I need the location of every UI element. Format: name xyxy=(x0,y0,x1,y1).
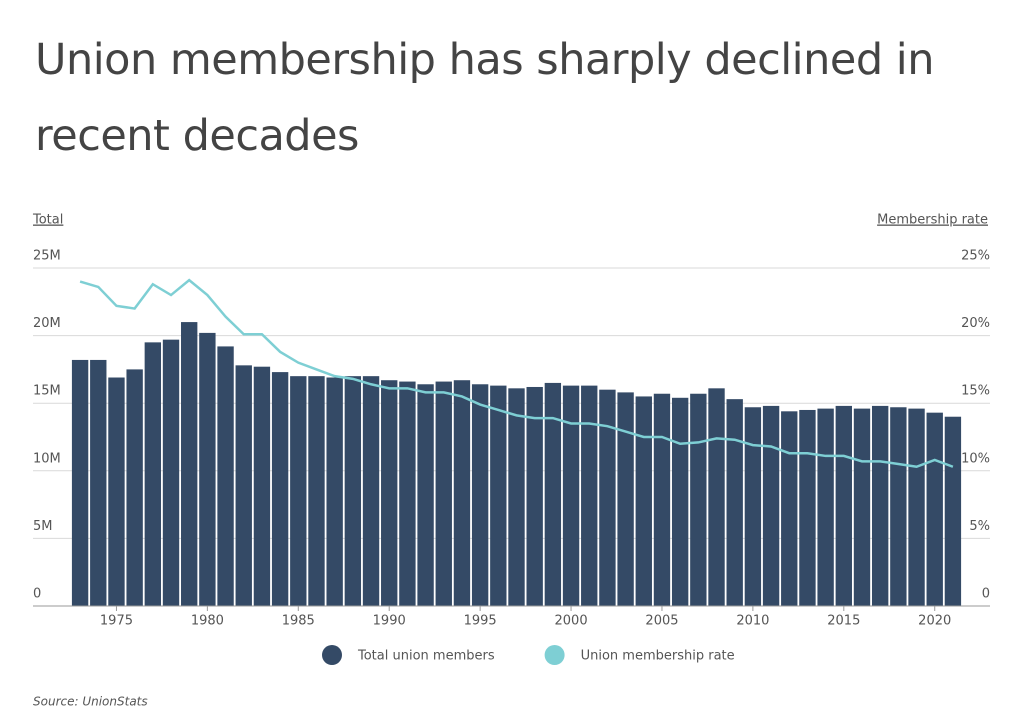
x-tick-label: 1995 xyxy=(464,614,497,629)
bar xyxy=(853,408,871,606)
y-tick-label: 0 xyxy=(33,587,41,602)
bar xyxy=(71,359,89,606)
x-tick-label: 2020 xyxy=(918,614,951,629)
bar xyxy=(471,384,489,606)
bar xyxy=(890,407,907,606)
bar xyxy=(708,388,725,606)
bar xyxy=(581,385,598,606)
bar xyxy=(399,381,416,606)
bar xyxy=(671,397,689,606)
bar xyxy=(871,405,889,606)
y2-tick-label: 5% xyxy=(969,519,990,534)
bar xyxy=(926,412,943,606)
x-tick-label: 1985 xyxy=(282,614,315,629)
legend-label: Total union members xyxy=(357,649,495,664)
bar xyxy=(762,405,780,606)
bar xyxy=(290,376,307,606)
y-tick-label: 20M xyxy=(33,316,61,331)
bar xyxy=(526,386,543,606)
chart-title: Union membership has sharply declined in… xyxy=(35,35,935,161)
bar xyxy=(144,342,162,606)
bar xyxy=(835,405,852,606)
bar xyxy=(799,409,816,606)
bar xyxy=(108,377,125,606)
legend-label: Union membership rate xyxy=(581,649,735,664)
bar xyxy=(490,385,507,606)
x-tick-label: 2005 xyxy=(645,614,678,629)
y2-axis-label: Membership rate xyxy=(877,213,988,228)
bar xyxy=(453,380,471,606)
legend-marker xyxy=(322,645,342,665)
y2-tick-label: 0 xyxy=(982,587,990,602)
bar xyxy=(199,332,216,606)
legend-marker xyxy=(544,645,565,665)
bar xyxy=(326,377,343,606)
bar xyxy=(90,359,107,606)
x-tick-label: 2015 xyxy=(827,614,860,629)
x-tick-label: 1980 xyxy=(191,614,224,629)
bar xyxy=(126,369,143,606)
bar xyxy=(726,399,743,606)
bar xyxy=(235,365,252,606)
x-tick-label: 2000 xyxy=(555,614,588,629)
bar xyxy=(817,408,834,606)
bar xyxy=(308,376,325,606)
rate-line xyxy=(79,278,954,469)
bar xyxy=(617,392,634,606)
bar xyxy=(635,396,652,606)
y2-tick-label: 20% xyxy=(961,316,990,331)
bar xyxy=(544,382,562,606)
y2-tick-label: 25% xyxy=(961,249,990,264)
y2-tick-label: 15% xyxy=(961,384,990,399)
bar xyxy=(944,416,962,606)
bar xyxy=(253,366,271,606)
x-tick-label: 2010 xyxy=(736,614,769,629)
y-tick-label: 25M xyxy=(33,249,61,264)
bar xyxy=(599,389,616,606)
source: Source: UnionStats xyxy=(33,695,148,709)
bar xyxy=(435,381,452,606)
bar xyxy=(908,408,925,606)
bar xyxy=(217,346,234,606)
bar xyxy=(162,339,180,606)
y-tick-label: 15M xyxy=(33,384,61,399)
y-axis-label: Total xyxy=(32,213,63,228)
y-tick-label: 5M xyxy=(33,519,53,534)
bar xyxy=(690,393,707,606)
y2-tick-label: 10% xyxy=(961,451,990,466)
bar xyxy=(271,372,289,606)
bar xyxy=(744,407,762,606)
bar xyxy=(344,376,362,606)
bar xyxy=(417,384,434,606)
x-tick-label: 1975 xyxy=(100,614,133,629)
bar xyxy=(508,388,525,606)
y-tick-label: 10M xyxy=(33,451,61,466)
bar xyxy=(562,385,580,606)
bar xyxy=(362,376,380,606)
bar xyxy=(181,322,198,606)
x-tick-label: 1990 xyxy=(373,614,406,629)
bar xyxy=(381,380,398,606)
bar xyxy=(653,393,671,606)
bar xyxy=(781,411,798,606)
